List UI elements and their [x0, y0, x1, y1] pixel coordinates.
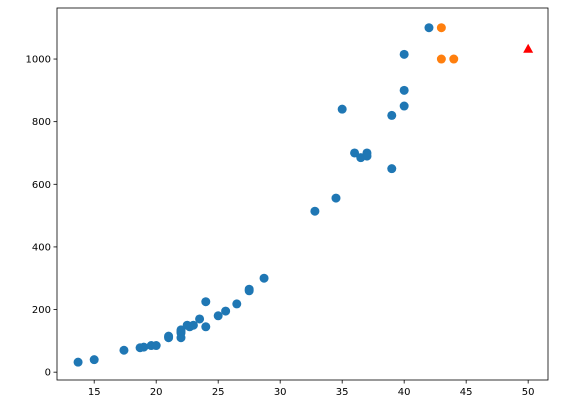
point	[331, 193, 341, 203]
y-tick-label: 600	[32, 180, 51, 191]
x-tick-label: 40	[398, 387, 411, 398]
point	[151, 341, 161, 351]
x-tick-label: 45	[460, 387, 473, 398]
x-tick-label: 50	[522, 387, 535, 398]
point	[89, 355, 99, 365]
point	[259, 273, 269, 283]
x-tick-label: 30	[274, 387, 287, 398]
point	[244, 284, 254, 294]
point	[436, 54, 446, 64]
point	[523, 43, 534, 53]
point	[139, 342, 149, 352]
point	[399, 101, 409, 111]
y-tick-label: 1000	[26, 55, 51, 66]
point	[399, 85, 409, 95]
point	[195, 314, 205, 324]
y-tick-label: 0	[45, 368, 51, 379]
point	[176, 325, 186, 335]
x-tick-label: 15	[88, 387, 101, 398]
x-tick-label: 20	[150, 387, 163, 398]
point	[164, 331, 174, 341]
y-tick-label: 800	[32, 117, 51, 128]
y-tick-label: 200	[32, 305, 51, 316]
point	[350, 148, 360, 158]
point	[119, 345, 129, 355]
x-tick-label: 35	[336, 387, 349, 398]
point	[424, 23, 434, 33]
y-tick-label: 400	[32, 242, 51, 253]
point	[399, 49, 409, 59]
point	[232, 299, 242, 309]
point	[387, 164, 397, 174]
point	[201, 322, 211, 332]
point	[337, 104, 347, 114]
point	[213, 311, 223, 321]
point	[73, 357, 83, 367]
point	[221, 306, 231, 316]
point	[188, 320, 198, 330]
x-tick-label: 25	[212, 387, 225, 398]
point	[362, 151, 372, 161]
point	[387, 110, 397, 120]
point	[436, 23, 446, 33]
point	[449, 54, 459, 64]
point	[310, 206, 320, 216]
point	[201, 297, 211, 307]
axes-frame	[56, 7, 549, 381]
